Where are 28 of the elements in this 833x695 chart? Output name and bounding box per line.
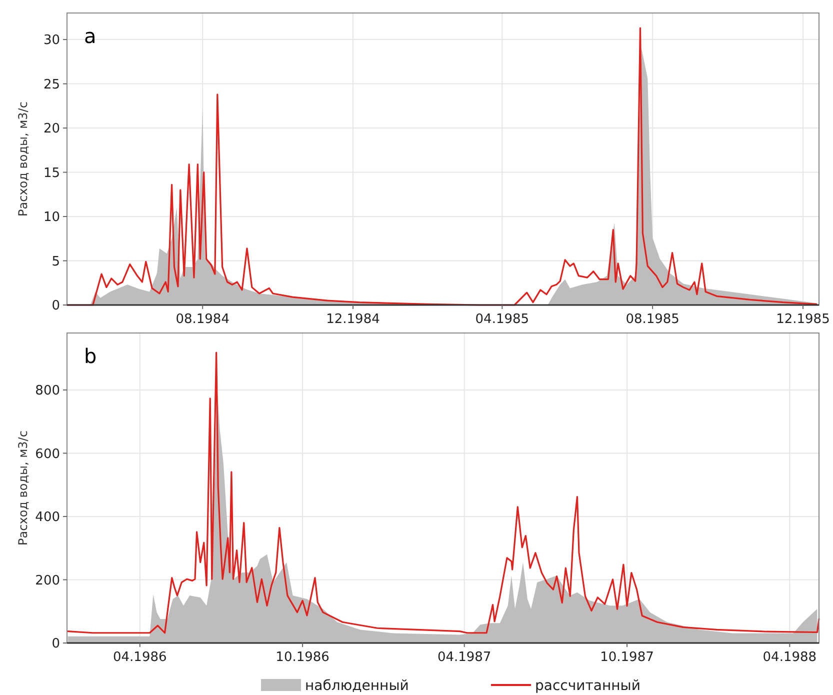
legend-label: наблюденный xyxy=(305,678,409,694)
x-tick-label: 12.1984 xyxy=(326,312,380,327)
x-tick-label: 04.1988 xyxy=(762,650,817,665)
x-tick-label: 04.1985 xyxy=(475,312,530,327)
x-tick-label: 10.1987 xyxy=(600,650,654,665)
y-tick-label: 200 xyxy=(35,573,60,588)
y-tick-label: 5 xyxy=(52,254,60,270)
x-tick-label: 04.1986 xyxy=(113,650,167,665)
y-axis-title: Расход воды, м3/с xyxy=(16,102,30,216)
y-axis-title: Расход воды, м3/с xyxy=(16,430,30,546)
text: b xyxy=(84,344,97,368)
y-tick-label: 15 xyxy=(43,166,60,181)
y-tick-label: 0 xyxy=(52,298,60,314)
y-tick-label: 400 xyxy=(35,510,60,526)
y-tick-label: 10 xyxy=(43,210,60,226)
legend-label: рассчитанный xyxy=(535,678,640,694)
x-tick-label: 12.1985 xyxy=(776,312,830,327)
y-tick-label: 600 xyxy=(35,446,60,462)
x-tick-label: 04.1987 xyxy=(437,650,492,665)
y-tick-label: 30 xyxy=(43,33,60,48)
x-tick-label: 08.1985 xyxy=(626,312,680,327)
y-tick-label: 25 xyxy=(43,77,60,92)
x-tick-label: 10.1986 xyxy=(276,650,330,665)
x-tick-label: 08.1984 xyxy=(176,312,230,327)
y-tick-label: 800 xyxy=(35,383,60,398)
text: a xyxy=(84,24,96,48)
y-tick-label: 20 xyxy=(43,122,60,137)
y-tick-label: 0 xyxy=(52,636,60,652)
